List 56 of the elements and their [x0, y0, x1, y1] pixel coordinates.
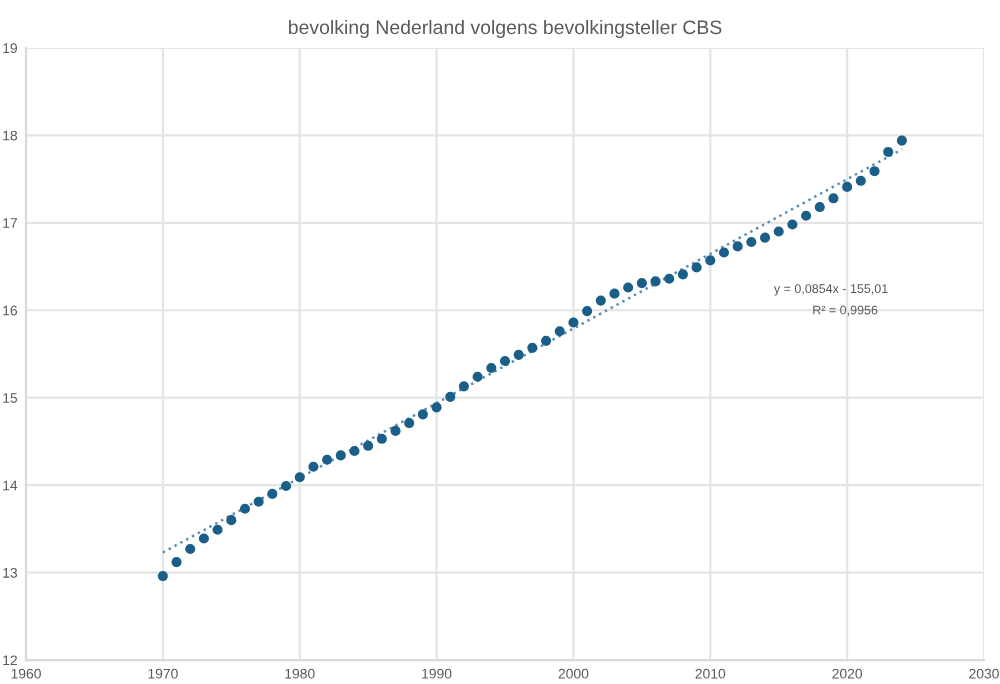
point: [595, 295, 606, 306]
point: [746, 236, 757, 248]
point: [335, 450, 346, 461]
point: [280, 480, 292, 492]
point: [239, 503, 251, 514]
point: [486, 362, 497, 374]
point: [855, 175, 866, 186]
chart-title: bevolking Nederland volgens bevolkingsteller CBS: [289, 19, 722, 39]
point: [705, 255, 716, 266]
point: [623, 282, 634, 293]
point: [157, 571, 168, 582]
point: [828, 193, 839, 204]
point: [759, 232, 771, 243]
point: [363, 440, 374, 451]
point: [664, 273, 675, 284]
point: [294, 472, 305, 483]
point: [445, 391, 456, 402]
point: [417, 409, 428, 420]
point: [609, 288, 620, 299]
point: [677, 269, 688, 280]
point: [390, 425, 401, 436]
point: [869, 166, 880, 177]
point: [171, 557, 182, 568]
point: [198, 533, 209, 544]
point: [650, 276, 661, 287]
point: [458, 381, 470, 392]
point: [431, 402, 442, 413]
point: [185, 543, 196, 555]
point: [554, 326, 565, 337]
point: [376, 433, 387, 444]
point: [527, 342, 538, 353]
point: [322, 454, 333, 465]
point: [691, 262, 702, 273]
point: [814, 201, 825, 213]
point: [636, 278, 647, 289]
point: [253, 496, 264, 507]
point: [842, 181, 853, 192]
point: [896, 135, 907, 146]
point: [267, 488, 278, 499]
point: [499, 355, 511, 367]
point: [582, 306, 593, 317]
point: [718, 247, 730, 258]
point: [787, 219, 798, 230]
point: [540, 335, 552, 346]
point: [773, 226, 784, 237]
point: [568, 317, 579, 328]
point: [732, 241, 743, 252]
point: [404, 417, 415, 429]
point: [349, 445, 360, 457]
point: [472, 371, 483, 382]
point: [883, 146, 894, 158]
point: [212, 524, 223, 535]
point: [308, 461, 319, 472]
point: [801, 210, 812, 221]
point: [226, 515, 237, 526]
point: [513, 349, 524, 360]
